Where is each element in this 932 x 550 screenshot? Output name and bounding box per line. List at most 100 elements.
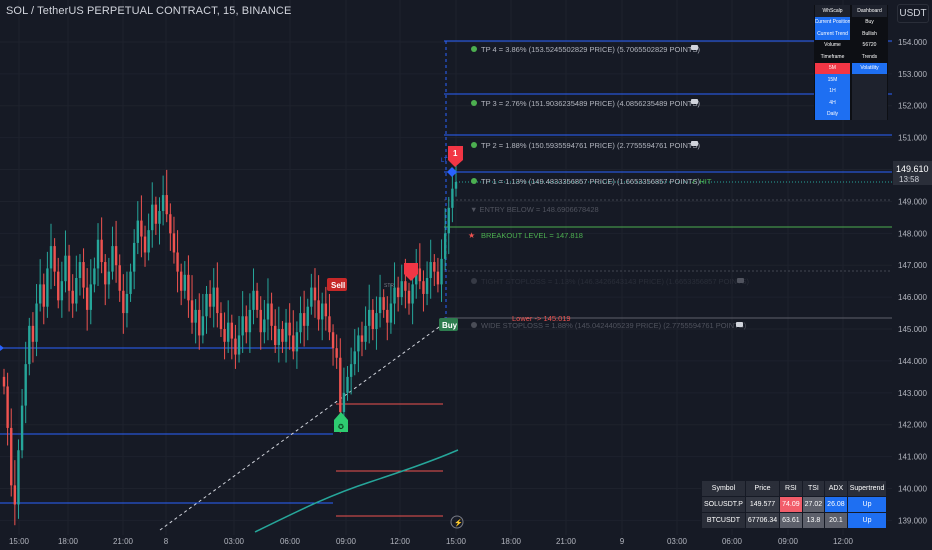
- candle-body: [241, 316, 244, 336]
- candle-body: [49, 246, 53, 269]
- red-one-shield-icon[interactable]: [448, 146, 463, 167]
- green-up-shield-icon[interactable]: [334, 412, 348, 432]
- candle-body: [263, 319, 266, 333]
- wide-sl-note-icon[interactable]: [736, 322, 743, 327]
- candle-body: [85, 287, 89, 310]
- candle-body: [324, 303, 328, 317]
- time-tick-label: 21:00: [556, 537, 577, 546]
- signal-markers: Sell Buy ✪ 1 LT STR ⚡: [0, 146, 464, 529]
- candle-body: [335, 348, 338, 358]
- breakout-label: BREAKOUT LEVEL = 147.818: [481, 231, 583, 240]
- candle-body: [216, 287, 219, 314]
- candle-body: [248, 309, 252, 333]
- candle-body: [64, 255, 67, 282]
- candles: [2, 159, 892, 526]
- candle-body: [17, 450, 20, 505]
- dashboard-cell: Volatility: [852, 62, 887, 74]
- candle-body: [165, 195, 168, 215]
- wide-sl-dot-icon: [471, 322, 477, 328]
- dashboard-cell: Buy: [865, 19, 874, 26]
- red-down-shield-icon[interactable]: [404, 263, 418, 281]
- one-marker-label: 1: [453, 149, 458, 158]
- entry-below-label: ▼ ENTRY BELOW = 148.6906678428: [470, 205, 599, 214]
- time-tick-label: 06:00: [722, 537, 743, 546]
- dashboard-row: Daily: [814, 108, 888, 120]
- price-axis[interactable]: 154.000153.000152.000151.000150.000149.0…: [892, 0, 932, 550]
- candle-body: [190, 300, 194, 323]
- dashboard-row: Timeframe Trends: [814, 51, 888, 63]
- dashboard-cell: Current Trend: [815, 28, 850, 40]
- dashboard-row: 4H: [814, 97, 888, 109]
- stats-cell: Up: [846, 496, 888, 513]
- candle-body: [187, 274, 190, 301]
- candle-body: [288, 322, 291, 336]
- dashboard-row: 5M Volatility: [814, 62, 888, 74]
- candle-body: [433, 262, 436, 272]
- price-tick-label: 152.000: [898, 102, 927, 111]
- candle-body: [104, 262, 107, 285]
- time-axis[interactable]: 15:00 18:00 21:00 8 03:00 06:00 09:00 12:00 15:0…: [9, 537, 854, 546]
- candle-body: [93, 268, 96, 285]
- time-tick-label: 21:00: [113, 537, 134, 546]
- candle-body: [46, 268, 49, 307]
- candle-body: [226, 322, 230, 342]
- tp3-note-icon[interactable]: [691, 99, 698, 104]
- dashboard-cell: [852, 108, 887, 120]
- blue-left-arrow-icon: [0, 345, 4, 351]
- candle-body: [89, 284, 92, 310]
- time-tick-label: 18:00: [58, 537, 79, 546]
- candle-body: [411, 284, 414, 304]
- tight-sl-note-icon[interactable]: [737, 278, 744, 283]
- candle-body: [360, 335, 364, 342]
- candle-body: [375, 313, 378, 330]
- candle-body: [114, 246, 118, 266]
- sell-marker[interactable]: [327, 278, 347, 291]
- candle-body: [313, 287, 317, 301]
- tp1-dot-icon: [471, 178, 477, 184]
- stats-header-cell: Symbol: [701, 480, 746, 497]
- price-tick-label: 154.000: [898, 38, 927, 47]
- time-tick-label: 9: [620, 537, 625, 546]
- candle-body: [183, 274, 186, 291]
- candle-body: [281, 329, 284, 342]
- candle-body: [158, 211, 161, 224]
- dashboard-cell: Volume: [824, 42, 841, 49]
- candle-body: [429, 262, 432, 278]
- candle-body: [67, 255, 71, 291]
- candle-body: [386, 309, 389, 323]
- currency-button[interactable]: USDT: [897, 4, 929, 23]
- stats-cell: 67706.34: [744, 512, 781, 529]
- candle-body: [42, 284, 45, 307]
- candle-body: [274, 325, 277, 345]
- candle-body: [302, 313, 306, 326]
- lightning-icon[interactable]: [450, 515, 464, 529]
- stats-table: Symbol Price RSI TSI ADX Supertrend SOLUSDT.P…: [701, 480, 888, 529]
- breakout-star-icon: ★: [468, 231, 475, 240]
- level-labels: TP 4 = 3.86% (153.5245502829 PRICE) (5.7…: [468, 45, 749, 330]
- candle-body: [331, 332, 335, 349]
- stats-header-cell: Price: [744, 480, 781, 497]
- candle-body: [2, 376, 6, 387]
- buy-marker[interactable]: [439, 318, 458, 331]
- stats-cell: 27.02: [801, 496, 826, 513]
- candle-body: [118, 265, 121, 291]
- tp2-note-icon[interactable]: [691, 141, 698, 146]
- dashboard-cell: 1H: [815, 85, 850, 97]
- tp1-label: TP 1 = 1.13% (149.4833356857 PRICE) (1.6…: [481, 177, 700, 186]
- dashboard-cell: [852, 85, 887, 97]
- tight-sl-dot-icon: [471, 278, 477, 284]
- candle-body: [151, 204, 154, 231]
- candle-body: [129, 271, 132, 294]
- tp3-dot-icon: [471, 100, 477, 106]
- tp4-note-icon[interactable]: [691, 45, 698, 50]
- candle-body: [425, 278, 429, 294]
- lower-label: Lower -> 145.019: [512, 314, 571, 323]
- candle-body: [60, 281, 64, 301]
- str-marker-label: STR: [384, 283, 394, 289]
- candle-body: [38, 284, 42, 304]
- candle-body: [24, 364, 27, 406]
- sell-marker-label: Sell: [331, 281, 345, 290]
- price-tick-label: 145.000: [898, 325, 927, 334]
- candle-body: [270, 303, 273, 326]
